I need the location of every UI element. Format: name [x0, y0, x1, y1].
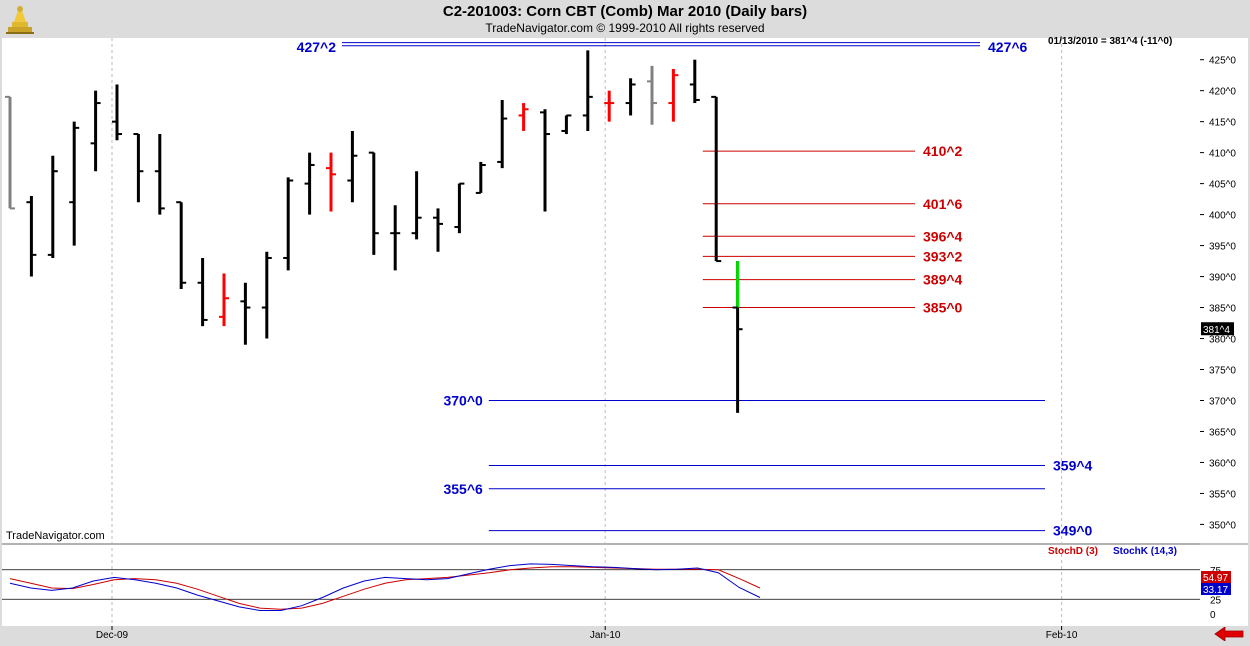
last-price-label: 381^4 — [1203, 325, 1230, 336]
watermark-text: TradeNavigator.com — [6, 530, 105, 542]
ohlc-bar — [347, 130, 358, 203]
y-tick-label: 425^0 — [1209, 56, 1236, 67]
ohlc-bar — [69, 121, 80, 246]
stoch-value-box — [1201, 571, 1231, 583]
chart-title: C2-201003: Corn CBT (Comb) Mar 2010 (Dai… — [442, 3, 808, 20]
ohlc-bar — [711, 95, 722, 263]
scroll-left-arrow-icon[interactable] — [1213, 626, 1245, 642]
ohlc-bar — [154, 134, 165, 215]
stoch-legend-label: StochD (3) — [1048, 546, 1098, 557]
level-label: 427^2 — [297, 39, 337, 55]
y-tick-label: 375^0 — [1209, 366, 1236, 377]
x-tick-label: Dec-09 — [96, 630, 129, 641]
x-axis-strip — [0, 626, 1250, 643]
y-tick-label: 410^0 — [1209, 149, 1236, 160]
ohlc-bar — [647, 65, 657, 125]
ohlc-bar — [304, 152, 315, 215]
x-tick-label: Feb-10 — [1046, 630, 1078, 641]
stoch-series-line — [9, 563, 761, 611]
ohlc-bar — [261, 251, 272, 339]
level-label: 427^6 — [988, 39, 1028, 55]
ohlc-bar — [582, 50, 593, 131]
level-label: 410^2 — [923, 143, 963, 159]
ohlc-bar — [368, 151, 379, 255]
ohlc-bar — [112, 84, 122, 141]
stoch-value-label: 33.17 — [1203, 585, 1228, 596]
y-tick-label: 350^0 — [1209, 520, 1236, 531]
y-tick-label: 355^0 — [1209, 489, 1236, 500]
ohlc-bar — [689, 59, 700, 104]
chart-subtitle: TradeNavigator.com © 1999-2010 All right… — [485, 21, 765, 35]
ohlc-bar — [604, 90, 615, 122]
y-tick-label: 395^0 — [1209, 242, 1236, 253]
price-readout: 01/13/2010 = 381^4 (-11^0) — [1048, 36, 1173, 47]
ohlc-bar — [26, 196, 37, 277]
stoch-tick-label: 0 — [1210, 610, 1216, 621]
x-tick-label: Jan-10 — [590, 630, 621, 641]
ohlc-bar — [240, 282, 251, 345]
ohlc-bar — [454, 182, 465, 234]
title-bar: C2-201003: Corn CBT (Comb) Mar 2010 (Dai… — [0, 0, 1250, 36]
ohlc-bar — [219, 273, 229, 327]
ohlc-bar — [411, 171, 422, 240]
ohlc-bar — [90, 90, 101, 172]
ohlc-bar — [433, 208, 443, 252]
level-label: 359^4 — [1053, 458, 1093, 474]
stoch-tick-label: 25 — [1210, 595, 1222, 606]
y-tick-label: 400^0 — [1209, 211, 1236, 222]
stoch-value-box — [1201, 583, 1231, 595]
trade-navigator-logo-icon — [6, 5, 34, 34]
y-tick-label: 405^0 — [1209, 180, 1236, 191]
y-tick-label: 420^0 — [1209, 87, 1236, 98]
ohlc-bar — [283, 177, 294, 271]
level-label: 396^4 — [923, 228, 963, 244]
ohlc-bar — [197, 257, 208, 327]
level-label: 355^6 — [443, 481, 483, 497]
ohlc-bar — [390, 205, 401, 271]
level-label: 393^2 — [923, 248, 963, 264]
level-label: 401^6 — [923, 196, 963, 212]
ohlc-bar — [176, 201, 187, 289]
stoch-legend-label: StochK (14,3) — [1113, 546, 1177, 557]
ohlc-bar — [668, 68, 679, 122]
ohlc-bar — [732, 261, 743, 413]
y-tick-label: 360^0 — [1209, 458, 1236, 469]
level-label: 349^0 — [1053, 523, 1093, 539]
y-tick-label: 385^0 — [1209, 304, 1236, 315]
stoch-value-label: 54.97 — [1203, 573, 1228, 584]
last-price-box — [1201, 322, 1234, 336]
stochastic-panel — [2, 545, 1200, 626]
level-label: 389^4 — [923, 272, 963, 288]
price-panel — [2, 38, 1200, 543]
y-tick-label: 390^0 — [1209, 273, 1236, 284]
level-label: 385^0 — [923, 300, 963, 316]
ohlc-bar — [5, 95, 15, 210]
ohlc-bar — [475, 161, 486, 194]
y-tick-label: 380^0 — [1209, 335, 1236, 346]
ohlc-bar — [497, 99, 508, 169]
ohlc-bar — [518, 103, 529, 131]
ohlc-bar — [326, 152, 336, 212]
level-label: 370^0 — [443, 392, 483, 408]
ohlc-bar — [47, 155, 58, 258]
ohlc-bar — [561, 114, 572, 135]
y-tick-label: 365^0 — [1209, 427, 1236, 438]
y-tick-label: 370^0 — [1209, 396, 1236, 407]
ohlc-bar — [540, 109, 550, 212]
ohlc-bar — [625, 78, 636, 116]
y-tick-label: 415^0 — [1209, 118, 1236, 129]
ohlc-bar — [133, 133, 144, 203]
